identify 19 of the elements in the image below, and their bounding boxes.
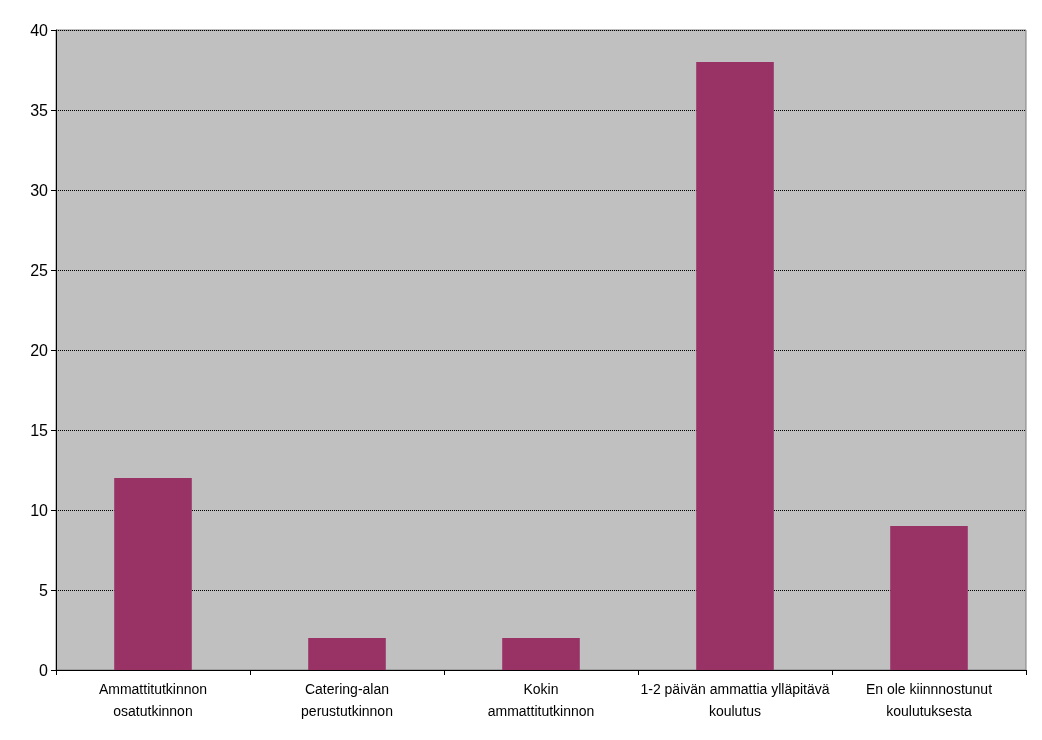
y-tick-label: 0 (39, 661, 49, 679)
y-tick-label: 30 (30, 181, 49, 199)
bar (308, 638, 386, 670)
y-tick-label: 10 (30, 501, 49, 519)
y-tick-label: 25 (30, 261, 49, 279)
bar (502, 638, 580, 670)
x-tick-label: Ammattitutkinnon osatutkinnon (98, 681, 208, 719)
x-tick-label: Catering-alan perustutkinnon (301, 681, 393, 719)
bar (114, 478, 192, 670)
bar (696, 62, 774, 670)
bar (890, 526, 968, 670)
y-tick-label: 20 (30, 341, 49, 359)
x-tick-label: En ole kiinnnostunut koulutuksesta (865, 681, 993, 719)
x-tick-label: Kokin ammattitutkinnon (487, 681, 595, 719)
y-tick-label: 15 (30, 421, 49, 439)
y-tick-label: 40 (30, 21, 49, 39)
x-tick-label: 1-2 päivän ammattia ylläpitävä koulutus (640, 681, 830, 719)
y-tick-label: 5 (39, 581, 49, 599)
y-tick-label: 35 (30, 101, 49, 119)
